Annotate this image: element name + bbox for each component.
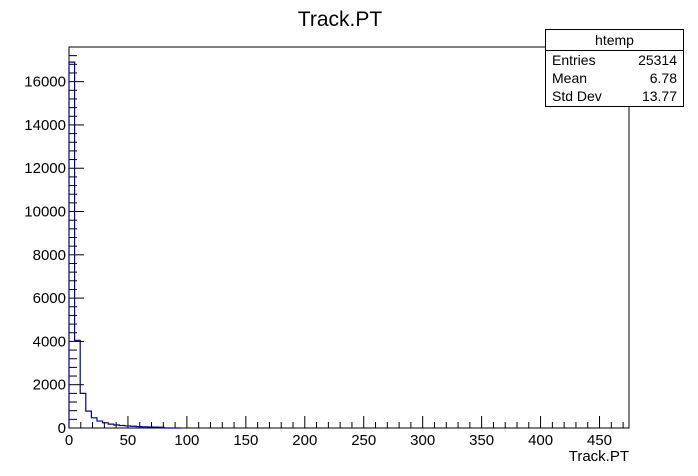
y-tick-label: 0 <box>58 420 66 437</box>
x-tick-label: 250 <box>351 432 376 449</box>
histogram-series-line <box>68 61 181 429</box>
x-tick-label: 350 <box>469 432 494 449</box>
y-tick-label: 12000 <box>24 160 66 177</box>
y-tick-label: 6000 <box>33 290 66 307</box>
x-tick-label: 400 <box>528 432 553 449</box>
y-tick-label: 10000 <box>24 204 66 221</box>
x-tick-label: 50 <box>120 432 137 449</box>
stats-row-mean: Mean 6.78 <box>546 69 683 87</box>
y-tick-label: 4000 <box>33 333 66 350</box>
y-tick-label: 8000 <box>33 247 66 264</box>
x-axis-label: Track.PT <box>569 448 629 465</box>
x-tick-label: 0 <box>65 432 73 449</box>
x-tick-label: 100 <box>174 432 199 449</box>
y-tick-label: 14000 <box>24 117 66 134</box>
stats-label: Entries <box>552 52 596 68</box>
chart-title: Track.PT <box>298 8 383 31</box>
x-tick-label: 450 <box>587 432 612 449</box>
y-tick-label: 16000 <box>24 74 66 91</box>
stats-row-entries: Entries 25314 <box>546 51 683 69</box>
stats-label: Mean <box>552 70 588 86</box>
x-tick-label: 150 <box>233 432 258 449</box>
stats-title: htemp <box>546 30 683 51</box>
y-tick-label: 2000 <box>33 377 66 394</box>
y-axis: 0 2000 4000 6000 8000 10000 12000 14000 16000 <box>24 46 84 437</box>
stats-value: 13.77 <box>641 88 677 104</box>
stats-row-stddev: Std Dev 13.77 <box>546 87 683 105</box>
stats-label: Std Dev <box>552 88 602 104</box>
stats-box: htemp Entries 25314 Mean 6.78 Std Dev 13… <box>545 29 684 107</box>
x-axis: 0 50 100 150 200 250 300 350 400 450 <box>65 416 624 449</box>
x-tick-label: 200 <box>292 432 317 449</box>
stats-value: 25314 <box>638 52 677 68</box>
x-tick-label: 300 <box>410 432 435 449</box>
stats-value: 6.78 <box>649 70 677 86</box>
